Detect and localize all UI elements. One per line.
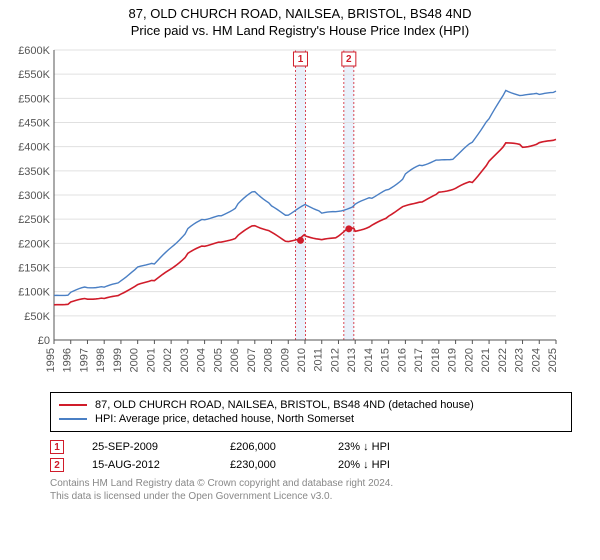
title-line2: Price paid vs. HM Land Registry's House … — [0, 23, 600, 38]
svg-text:2015: 2015 — [380, 348, 392, 372]
svg-text:1999: 1999 — [112, 348, 124, 372]
svg-text:2: 2 — [346, 54, 352, 65]
svg-text:2019: 2019 — [447, 348, 459, 372]
legend: 87, OLD CHURCH ROAD, NAILSEA, BRISTOL, B… — [50, 392, 572, 432]
footnote-line1: Contains HM Land Registry data © Crown c… — [50, 478, 572, 491]
svg-text:£150K: £150K — [18, 263, 50, 275]
svg-text:£100K: £100K — [18, 287, 50, 299]
svg-text:£200K: £200K — [18, 238, 50, 250]
event-diff: 23% ↓ HPI — [338, 441, 428, 453]
title-block: 87, OLD CHURCH ROAD, NAILSEA, BRISTOL, B… — [0, 0, 600, 38]
svg-text:£300K: £300K — [18, 190, 50, 202]
svg-text:2012: 2012 — [329, 348, 341, 372]
svg-text:2016: 2016 — [396, 348, 408, 372]
legend-swatch — [59, 404, 87, 406]
svg-text:2018: 2018 — [430, 348, 442, 372]
svg-text:£450K: £450K — [18, 118, 50, 130]
svg-text:£50K: £50K — [24, 311, 50, 323]
svg-text:2008: 2008 — [263, 348, 275, 372]
event-row: 2 15-AUG-2012 £230,000 20% ↓ HPI — [50, 458, 572, 472]
legend-label: 87, OLD CHURCH ROAD, NAILSEA, BRISTOL, B… — [95, 399, 474, 411]
svg-text:£350K: £350K — [18, 166, 50, 178]
svg-text:2025: 2025 — [547, 348, 559, 372]
footnote-line2: This data is licensed under the Open Gov… — [50, 491, 572, 504]
svg-text:2010: 2010 — [296, 348, 308, 372]
svg-text:1998: 1998 — [95, 348, 107, 372]
event-row: 1 25-SEP-2009 £206,000 23% ↓ HPI — [50, 440, 572, 454]
event-table: 1 25-SEP-2009 £206,000 23% ↓ HPI 2 15-AUG-201… — [50, 440, 572, 472]
line-chart-svg: 1 2 £0 £50K £100K £150K £200K £250K £300K £350K £4… — [10, 44, 570, 384]
svg-text:2017: 2017 — [413, 348, 425, 372]
svg-text:£500K: £500K — [18, 93, 50, 105]
svg-text:2003: 2003 — [179, 348, 191, 372]
event-price: £206,000 — [230, 441, 310, 453]
svg-text:2013: 2013 — [346, 348, 358, 372]
svg-text:£0: £0 — [38, 335, 50, 347]
svg-text:1996: 1996 — [62, 348, 74, 372]
legend-row: HPI: Average price, detached house, Nort… — [59, 413, 563, 425]
svg-text:2021: 2021 — [480, 348, 492, 372]
svg-text:1995: 1995 — [45, 348, 57, 372]
svg-text:£250K: £250K — [18, 214, 50, 226]
event-price: £230,000 — [230, 459, 310, 471]
title-line1: 87, OLD CHURCH ROAD, NAILSEA, BRISTOL, B… — [0, 6, 600, 21]
svg-text:2005: 2005 — [212, 348, 224, 372]
legend-row: 87, OLD CHURCH ROAD, NAILSEA, BRISTOL, B… — [59, 399, 563, 411]
svg-text:2020: 2020 — [463, 348, 475, 372]
svg-text:2001: 2001 — [145, 348, 157, 372]
event-date: 25-SEP-2009 — [92, 441, 202, 453]
svg-text:2011: 2011 — [313, 348, 325, 372]
svg-text:2024: 2024 — [530, 348, 542, 372]
svg-text:2002: 2002 — [162, 348, 174, 372]
legend-swatch — [59, 418, 87, 420]
legend-label: HPI: Average price, detached house, Nort… — [95, 413, 354, 425]
svg-text:1: 1 — [298, 54, 304, 65]
svg-text:£400K: £400K — [18, 142, 50, 154]
footnote: Contains HM Land Registry data © Crown c… — [50, 478, 572, 503]
svg-text:2009: 2009 — [279, 348, 291, 372]
svg-text:2023: 2023 — [514, 348, 526, 372]
chart: 1 2 £0 £50K £100K £150K £200K £250K £300K £350K £4… — [10, 44, 590, 384]
event-diff: 20% ↓ HPI — [338, 459, 428, 471]
event-marker: 2 — [50, 458, 64, 472]
svg-text:2014: 2014 — [363, 348, 375, 372]
svg-text:£600K: £600K — [18, 45, 50, 57]
svg-text:2006: 2006 — [229, 348, 241, 372]
event-marker: 1 — [50, 440, 64, 454]
svg-text:1997: 1997 — [78, 348, 90, 372]
svg-text:2007: 2007 — [246, 348, 258, 372]
svg-text:£550K: £550K — [18, 69, 50, 81]
event-date: 15-AUG-2012 — [92, 459, 202, 471]
svg-text:2004: 2004 — [196, 348, 208, 372]
svg-text:2022: 2022 — [497, 348, 509, 372]
svg-text:2000: 2000 — [129, 348, 141, 372]
chart-container: 87, OLD CHURCH ROAD, NAILSEA, BRISTOL, B… — [0, 0, 600, 560]
